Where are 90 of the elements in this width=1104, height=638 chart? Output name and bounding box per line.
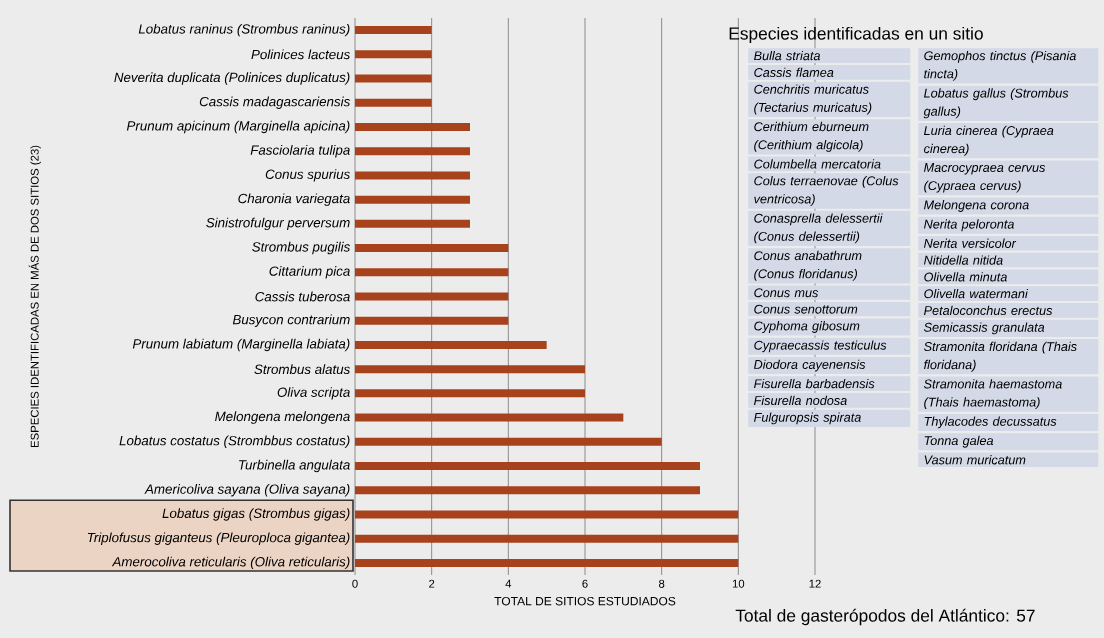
text: Nitidella nitida: [924, 255, 1003, 265]
y-tick-label: Amerocoliva reticularis (Oliva reticularis): [111, 556, 350, 570]
y-tick-label: Neverita duplicata (Polinices duplicatus): [114, 72, 350, 85]
text: Semicassis granulata: [923, 322, 1045, 335]
annotation: Colus terraenovae (Colus ventricosa): [754, 176, 899, 206]
y-tick-label: Busycon contrarium: [232, 314, 350, 327]
y-tick-label: Turbinella angulata: [239, 459, 350, 473]
annotation: Cypraecassis testiculus: [754, 340, 887, 353]
text: Stramonita haemastoma (Thais haemastoma): [923, 379, 1062, 410]
y-tick-label: Cassis madagascariensis: [199, 96, 350, 109]
bar: [355, 98, 432, 107]
y-tick-label: Fasciolaria tulipa: [250, 144, 350, 158]
bar: [355, 292, 509, 301]
bar: [355, 413, 624, 422]
y-tick-label: Polinices lacteus: [251, 49, 350, 60]
y-tick-label: Strombus alatus: [254, 364, 350, 375]
bar: [355, 558, 739, 567]
y-tick-label: Prunum labiatum (Marginella labiata): [132, 338, 350, 352]
x-tick-label: 6: [582, 579, 588, 588]
text: Total de gasterópodos del Atlántico: 57: [735, 608, 1035, 626]
text: Lobatus gallus (Strombus gallus): [923, 88, 1069, 119]
bar: [355, 365, 585, 374]
bar: [355, 122, 470, 131]
y-tick-label: Melongena melongena: [215, 411, 350, 424]
x-tick-label: 2: [429, 579, 435, 588]
y-tick-label: Americoliva sayana (Oliva sayana): [144, 484, 350, 497]
y-tick-label: Triplofusus giganteus (Pleuroploca gigantea): [87, 532, 350, 545]
y-tick-label: Sinistrofulgur perversum: [206, 217, 350, 231]
bar: [355, 340, 547, 349]
annotation: Diodora cayenensis: [754, 359, 866, 372]
text: Olivella watermani: [924, 288, 1029, 299]
y-tick-label: Charonia variegata: [238, 193, 350, 206]
y-tick-label: Strombus pugilis: [252, 241, 350, 255]
y-tick-label: Lobatus gigas (Strombus gigas): [162, 508, 350, 521]
bar: [355, 26, 432, 35]
annotation: Cerithium eburneum (Cerithium algicola): [754, 121, 869, 152]
x-tick-label: 8: [659, 579, 665, 588]
annotation: Cyphoma gibosum: [754, 321, 860, 333]
annotation: Especies identificadas en un sitio: [729, 26, 983, 44]
text: Gemophos tinctus (Pisania tincta): [924, 50, 1076, 81]
text: Petaloconchus erectus: [924, 305, 1053, 315]
text: Nerita peloronta: [924, 219, 1014, 232]
bar: [355, 195, 470, 204]
text: Olivella minuta: [924, 272, 1007, 282]
annotation: Fulguropsis spirata: [754, 412, 861, 425]
y-tick-label: Lobatus costatus (Strombbus costatus): [119, 435, 350, 449]
annotation: Conus mus: [754, 288, 819, 298]
y-tick-label: Oliva scripta: [277, 387, 350, 400]
y-tick-label: Lobatus raninus (Strombus raninus): [138, 23, 350, 37]
annotation: Fisurella barbadensis: [754, 378, 875, 389]
bar: [355, 50, 432, 59]
text: Tonna galea: [924, 435, 994, 448]
y-tick-label: Cassis tuberosa: [255, 291, 350, 302]
annotation: Conasprella delessertii (Conus delessertii): [754, 213, 883, 244]
x-tick-label: 4: [505, 579, 512, 588]
text: Luria cinerea (Cypraea cinerea): [924, 125, 1054, 156]
x-tick-label: 0: [352, 579, 358, 588]
annotation: Cassis flamea: [754, 67, 834, 77]
annotation: Bulla striata: [754, 50, 821, 61]
y-axis-title: ESPECIES IDENTIFICADAS EN MÁS DE DOS SITIOS (23): [28, 145, 41, 448]
bar: [355, 437, 662, 446]
bar: [355, 510, 739, 519]
bar: [355, 219, 470, 228]
bar: [355, 486, 700, 495]
y-tick-label: Conus spurius: [265, 169, 350, 182]
x-tick-label: 10: [732, 579, 745, 588]
text: Vasum muricatum: [924, 455, 1026, 465]
bar: [355, 268, 509, 277]
x-tick-label: 12: [809, 579, 821, 588]
annotation: Cenchritis muricatus (Tectarius muricatus): [754, 84, 872, 115]
bar: [355, 316, 509, 325]
y-tick-label: Cittarium pica: [269, 266, 350, 279]
y-tick-label: Prunum apicinum (Marginella apicina): [126, 120, 350, 134]
text: Macrocypraea cervus (Cypraea cervus): [924, 163, 1046, 193]
bar: [355, 389, 585, 398]
bar: [355, 244, 509, 253]
annotation: Conus senottorum: [754, 304, 858, 314]
bar: [355, 171, 470, 180]
x-axis-title: TOTAL DE SITIOS ESTUDIADOS: [494, 596, 676, 606]
text: Melongena corona: [924, 200, 1029, 212]
bar: [355, 534, 739, 543]
bar: [355, 147, 470, 156]
annotation: Fisurella nodosa: [754, 395, 847, 405]
bar: [355, 74, 432, 83]
text: Nerita versicolor: [924, 238, 1017, 248]
annotation: Conus anabathrum (Conus floridanus): [754, 250, 862, 281]
text: Stramonita floridana (Thais floridana): [923, 341, 1077, 372]
annotation: Columbella mercatoria: [754, 159, 881, 169]
bar: [355, 462, 700, 471]
text: Thylacodes decussatus: [924, 416, 1057, 429]
